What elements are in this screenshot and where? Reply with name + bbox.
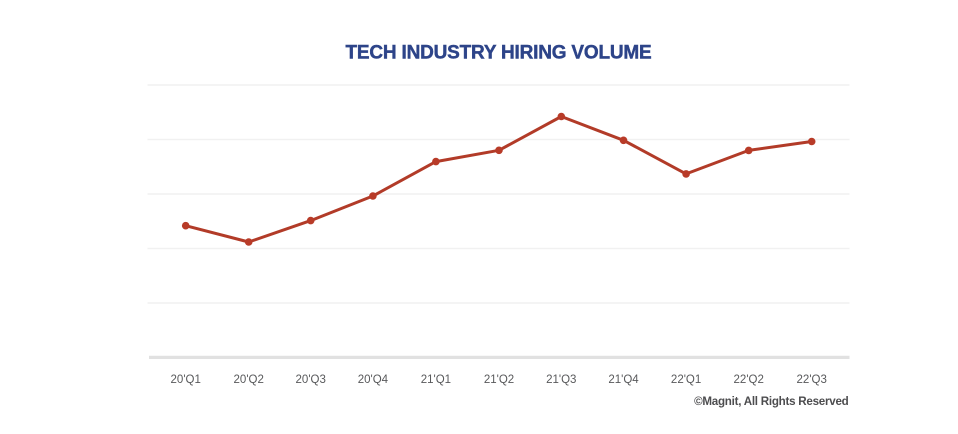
svg-text:20'Q1: 20'Q1 (171, 374, 201, 386)
svg-text:21'Q2: 21'Q2 (484, 374, 514, 386)
svg-text:21'Q3: 21'Q3 (546, 374, 576, 386)
svg-text:22'Q2: 22'Q2 (734, 374, 764, 386)
svg-text:22'Q3: 22'Q3 (797, 374, 827, 386)
svg-text:21'Q4: 21'Q4 (608, 374, 639, 386)
svg-text:22'Q1: 22'Q1 (671, 374, 701, 386)
svg-text:20'Q2: 20'Q2 (234, 374, 264, 386)
svg-text:20'Q4: 20'Q4 (358, 374, 389, 386)
svg-text:21'Q1: 21'Q1 (421, 374, 451, 386)
svg-text:©Magnit, All Rights Reserved: ©Magnit, All Rights Reserved (694, 395, 849, 408)
svg-text:TECH INDUSTRY HIRING VOLUME: TECH INDUSTRY HIRING VOLUME (345, 42, 651, 63)
svg-text:20'Q3: 20'Q3 (296, 374, 326, 386)
